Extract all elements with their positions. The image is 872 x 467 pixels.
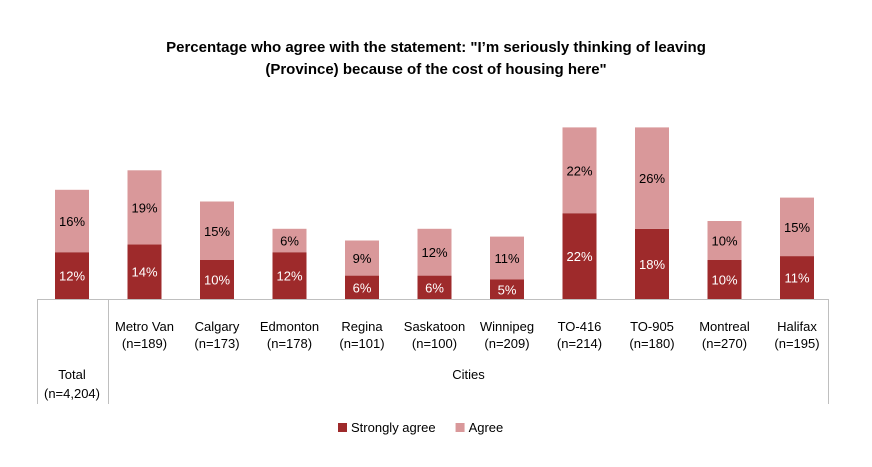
category-n-label-7: (n=214) bbox=[557, 336, 602, 351]
category-label-3: Edmonton bbox=[260, 319, 319, 334]
legend-label-strongly-agree: Strongly agree bbox=[351, 420, 436, 435]
category-n-label-5: (n=100) bbox=[412, 336, 457, 351]
legend-swatch-strongly-agree bbox=[338, 423, 347, 432]
data-label-strongly-agree-2: 10% bbox=[204, 273, 230, 288]
category-n-label-9: (n=270) bbox=[702, 336, 747, 351]
data-label-agree-8: 26% bbox=[639, 171, 665, 186]
category-n-label-2: (n=173) bbox=[194, 336, 239, 351]
category-label-0: Total bbox=[58, 367, 86, 382]
data-label-agree-4: 9% bbox=[353, 251, 372, 266]
bar-agree-5 bbox=[417, 228, 452, 276]
bar-agree-7 bbox=[562, 127, 597, 214]
data-label-strongly-agree-0: 12% bbox=[59, 269, 85, 284]
category-n-label-6: (n=209) bbox=[484, 336, 529, 351]
chart-title-line-1: Percentage who agree with the statement:… bbox=[166, 39, 706, 56]
axis-group bbox=[37, 299, 829, 404]
data-label-agree-9: 10% bbox=[711, 234, 737, 249]
data-label-strongly-agree-3: 12% bbox=[276, 269, 302, 284]
category-labels: Total (n=4,204) Metro Van (n=189) Calgary (n=… bbox=[44, 319, 820, 401]
bar-strongly-agree-1 bbox=[127, 244, 162, 299]
bar-agree-9 bbox=[707, 221, 742, 260]
bar-strongly-agree-3 bbox=[272, 252, 307, 299]
data-label-agree-0: 16% bbox=[59, 214, 85, 229]
data-label-agree-10: 15% bbox=[784, 220, 810, 235]
bars-group: 12% 16% 14% 19% 10% 15% 12% 6% 6% 9% 6% 12% 5% 11% 22%… bbox=[55, 127, 814, 299]
bar-strongly-agree-7 bbox=[562, 213, 597, 299]
data-label-strongly-agree-1: 14% bbox=[131, 265, 157, 280]
data-label-strongly-agree-10: 11% bbox=[784, 271, 809, 286]
bar-agree-3 bbox=[272, 228, 307, 253]
bar-strongly-agree-0 bbox=[55, 252, 89, 299]
data-label-agree-7: 22% bbox=[566, 163, 592, 178]
category-label-2: Calgary bbox=[195, 319, 240, 334]
category-label-8: TO-905 bbox=[630, 319, 674, 334]
legend-label-agree: Agree bbox=[469, 420, 504, 435]
legend-swatch-agree bbox=[455, 423, 465, 432]
bar-agree-8 bbox=[635, 127, 669, 229]
category-label-1: Metro Van bbox=[115, 319, 174, 334]
category-n-label-8: (n=180) bbox=[629, 336, 674, 351]
bar-agree-10 bbox=[780, 197, 814, 257]
data-label-strongly-agree-8: 18% bbox=[639, 257, 665, 272]
data-label-agree-1: 19% bbox=[131, 200, 157, 215]
bar-strongly-agree-5 bbox=[417, 275, 452, 299]
data-label-agree-6: 11% bbox=[494, 251, 519, 266]
category-n-label-10: (n=195) bbox=[774, 336, 819, 351]
category-label-6: Winnipeg bbox=[480, 319, 534, 334]
category-label-5: Saskatoon bbox=[404, 319, 465, 334]
bar-strongly-agree-4 bbox=[345, 275, 379, 299]
category-n-label-3: (n=178) bbox=[267, 336, 312, 351]
data-label-strongly-agree-5: 6% bbox=[425, 280, 444, 295]
legend: Strongly agree Agree bbox=[338, 420, 503, 435]
data-label-strongly-agree-4: 6% bbox=[353, 280, 372, 295]
data-label-strongly-agree-9: 10% bbox=[711, 273, 737, 288]
group-label-cities: Cities bbox=[452, 367, 485, 382]
category-label-10: Halifax bbox=[777, 319, 817, 334]
data-label-strongly-agree-6: 5% bbox=[498, 282, 517, 297]
bar-agree-6 bbox=[490, 236, 524, 280]
bar-strongly-agree-2 bbox=[200, 260, 234, 299]
data-label-strongly-agree-7: 22% bbox=[566, 249, 592, 264]
chart-title-line-2: (Province) because of the cost of housin… bbox=[265, 61, 606, 78]
category-label-4: Regina bbox=[341, 319, 383, 334]
category-n-label-1: (n=189) bbox=[122, 336, 167, 351]
category-label-9: Montreal bbox=[699, 319, 750, 334]
bar-agree-4 bbox=[345, 240, 379, 276]
data-label-agree-2: 15% bbox=[204, 224, 230, 239]
bar-strongly-agree-9 bbox=[707, 260, 742, 299]
bar-strongly-agree-6 bbox=[490, 279, 524, 299]
category-n-label-0: (n=4,204) bbox=[44, 386, 100, 401]
bar-strongly-agree-10 bbox=[780, 256, 814, 299]
data-label-agree-5: 12% bbox=[421, 245, 447, 260]
category-label-7: TO-416 bbox=[558, 319, 602, 334]
bar-agree-0 bbox=[55, 189, 89, 253]
bar-agree-1 bbox=[127, 170, 162, 245]
bar-strongly-agree-8 bbox=[635, 228, 669, 299]
category-n-label-4: (n=101) bbox=[339, 336, 384, 351]
bar-agree-2 bbox=[200, 201, 234, 260]
data-label-agree-3: 6% bbox=[280, 234, 299, 249]
